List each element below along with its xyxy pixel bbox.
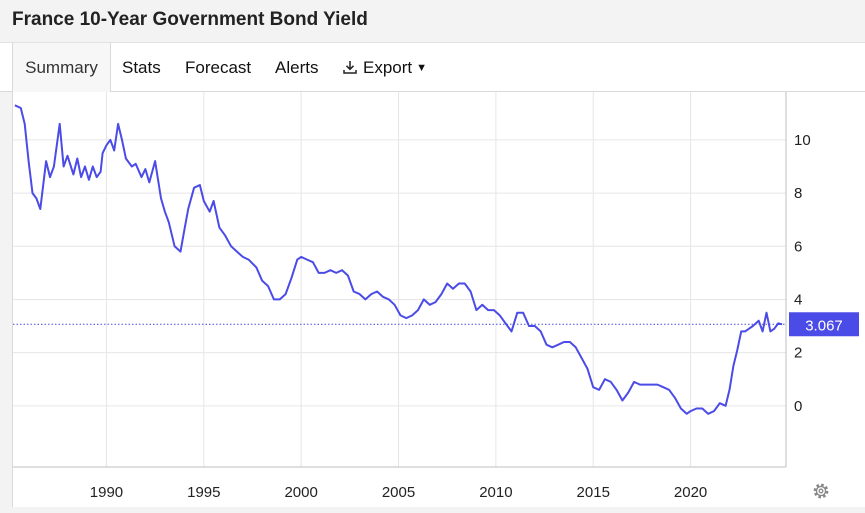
x-tick-label: 2005: [382, 484, 415, 501]
y-tick-label: 6: [794, 238, 802, 255]
x-tick-label: 1995: [187, 484, 220, 501]
x-tick-label: 2000: [284, 484, 317, 501]
y-tick-label: 0: [794, 398, 802, 415]
x-tick-label: 2020: [674, 484, 707, 501]
footer-strip: [12, 507, 865, 513]
tab-export[interactable]: Export ▼: [342, 43, 427, 92]
download-icon: [342, 45, 358, 94]
page-title: France 10-Year Government Bond Yield: [12, 9, 368, 30]
x-tick-label: 2015: [577, 484, 610, 501]
tab-forecast[interactable]: Forecast: [185, 58, 252, 77]
y-tick-label: 10: [794, 132, 811, 149]
gear-icon[interactable]: [811, 481, 831, 501]
yield-series-line: [14, 104, 783, 415]
last-value-label: 3.067: [805, 317, 843, 334]
title-bar: France 10-Year Government Bond Yield: [0, 0, 865, 42]
chart-area: 0 2 4 6 8 10 1990 1995 2000 2005 2010 2015 2020 3.067: [12, 92, 865, 513]
x-tick-label: 1990: [90, 484, 123, 501]
y-tick-label: 2: [794, 345, 802, 362]
tab-bar: Summary Stats Forecast Alerts Export ▼: [0, 42, 865, 93]
caret-down-icon: ▼: [416, 62, 428, 74]
tab-stats[interactable]: Stats: [122, 58, 161, 77]
last-value-badge: [789, 312, 859, 337]
export-label: Export: [363, 58, 413, 77]
yield-chart: 0 2 4 6 8 10 1990 1995 2000 2005 2010 2015 2020 3.067: [13, 92, 859, 501]
y-tick-label: 4: [794, 291, 802, 308]
tab-summary[interactable]: Summary: [12, 43, 111, 93]
tab-alerts[interactable]: Alerts: [275, 58, 319, 77]
x-tick-label: 2010: [479, 484, 512, 501]
y-tick-label: 8: [794, 185, 802, 202]
